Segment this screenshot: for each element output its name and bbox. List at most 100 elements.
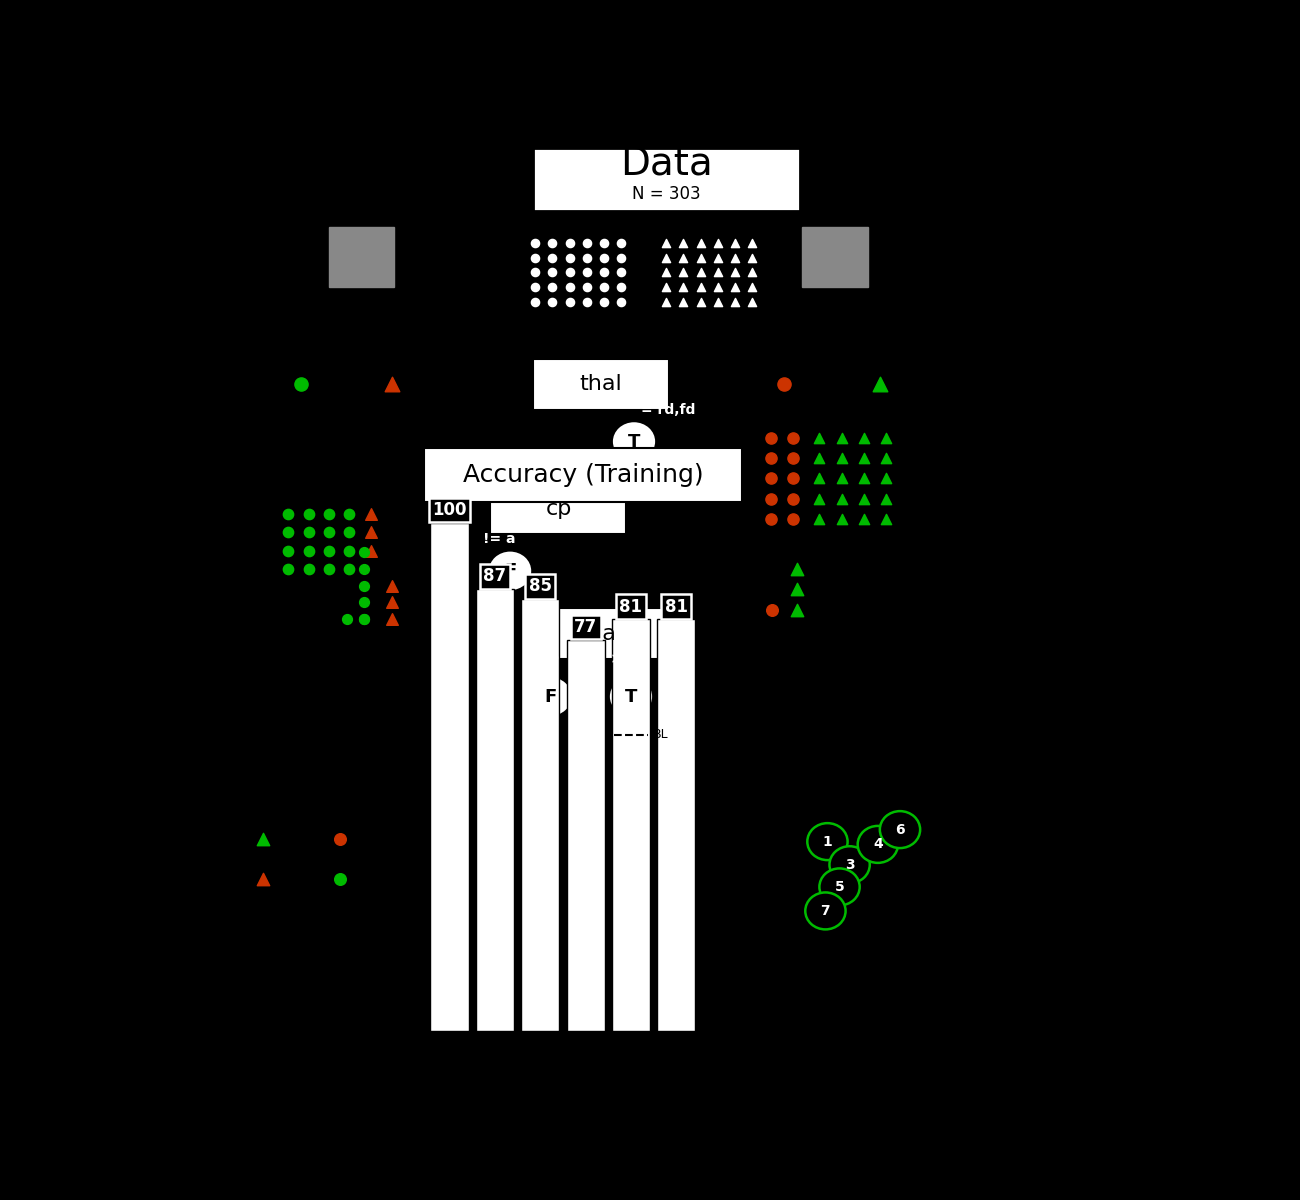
Point	[542, 263, 563, 282]
Circle shape	[880, 811, 920, 848]
Point	[741, 293, 762, 312]
FancyBboxPatch shape	[536, 608, 672, 659]
Point	[338, 522, 359, 541]
FancyBboxPatch shape	[567, 640, 604, 1031]
FancyBboxPatch shape	[329, 227, 394, 287]
Point	[760, 490, 781, 509]
Point	[741, 248, 762, 268]
Point	[831, 490, 852, 509]
Point	[655, 233, 676, 252]
Text: T: T	[628, 432, 640, 450]
Point	[783, 428, 803, 448]
Point	[559, 277, 580, 296]
Point	[853, 449, 874, 468]
Point	[576, 293, 597, 312]
Text: Data: Data	[620, 144, 712, 182]
Point	[853, 490, 874, 509]
Point	[760, 449, 781, 468]
Point	[278, 522, 299, 541]
Point	[290, 374, 311, 394]
FancyBboxPatch shape	[430, 523, 469, 1031]
Point	[382, 593, 403, 612]
Point	[875, 428, 896, 448]
Point	[576, 233, 597, 252]
Point	[831, 449, 852, 468]
Point	[542, 248, 563, 268]
Point	[593, 293, 614, 312]
Point	[559, 233, 580, 252]
Point	[298, 559, 318, 578]
Point	[655, 277, 676, 296]
Point	[853, 428, 874, 448]
Point	[278, 541, 299, 560]
Point	[382, 374, 403, 394]
Circle shape	[612, 421, 656, 462]
FancyBboxPatch shape	[476, 589, 514, 1031]
Point	[318, 541, 339, 560]
Text: thal: thal	[580, 374, 623, 395]
Point	[559, 248, 580, 268]
Point	[354, 610, 374, 629]
Point	[760, 510, 781, 529]
Point	[542, 233, 563, 252]
Text: F: F	[504, 562, 516, 580]
Point	[690, 263, 711, 282]
Text: 4: 4	[874, 838, 883, 851]
Point	[611, 293, 632, 312]
Text: F: F	[545, 688, 556, 706]
Point	[707, 233, 728, 252]
Point	[593, 263, 614, 282]
Point	[360, 504, 381, 523]
Point	[783, 490, 803, 509]
Point	[831, 469, 852, 488]
Point	[298, 541, 318, 560]
Point	[783, 449, 803, 468]
Text: T: T	[625, 688, 637, 706]
Point	[360, 541, 381, 560]
Point	[382, 610, 403, 629]
Point	[760, 428, 781, 448]
Point	[611, 263, 632, 282]
Point	[690, 293, 711, 312]
Point	[655, 293, 676, 312]
Point	[278, 559, 299, 578]
Point	[809, 469, 829, 488]
Circle shape	[829, 846, 870, 883]
Point	[673, 263, 694, 282]
Circle shape	[805, 893, 845, 930]
Point	[783, 469, 803, 488]
Point	[338, 559, 359, 578]
Text: 87: 87	[484, 568, 507, 586]
Circle shape	[858, 826, 898, 863]
Point	[354, 593, 374, 612]
Point	[853, 469, 874, 488]
Point	[576, 263, 597, 282]
Point	[655, 263, 676, 282]
Point	[542, 277, 563, 296]
Point	[724, 263, 745, 282]
Text: <=0: <=0	[526, 652, 560, 666]
Point	[338, 541, 359, 560]
Point	[783, 510, 803, 529]
Point	[809, 428, 829, 448]
Point	[337, 610, 358, 629]
Point	[318, 504, 339, 523]
Point	[875, 469, 896, 488]
Point	[525, 248, 546, 268]
Point	[741, 263, 762, 282]
Circle shape	[819, 869, 859, 905]
Point	[354, 610, 374, 629]
Text: 3: 3	[845, 858, 854, 871]
Point	[707, 293, 728, 312]
Point	[690, 277, 711, 296]
Point	[338, 504, 359, 523]
Point	[707, 263, 728, 282]
Point	[593, 277, 614, 296]
Point	[690, 233, 711, 252]
Point	[559, 293, 580, 312]
Point	[875, 510, 896, 529]
Point	[611, 233, 632, 252]
Text: 85: 85	[529, 577, 551, 595]
Point	[724, 293, 745, 312]
FancyBboxPatch shape	[533, 148, 800, 210]
